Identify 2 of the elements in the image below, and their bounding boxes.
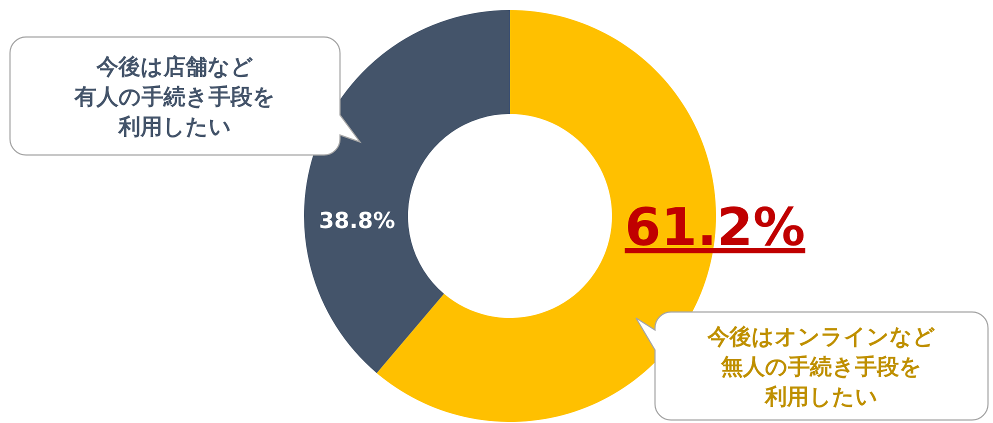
slice-label: 今後はオンラインなど無人の手続き手段を利用したい xyxy=(706,325,936,410)
slice-label: 今後は店舗など有人の手続き手段を利用したい xyxy=(74,54,276,140)
